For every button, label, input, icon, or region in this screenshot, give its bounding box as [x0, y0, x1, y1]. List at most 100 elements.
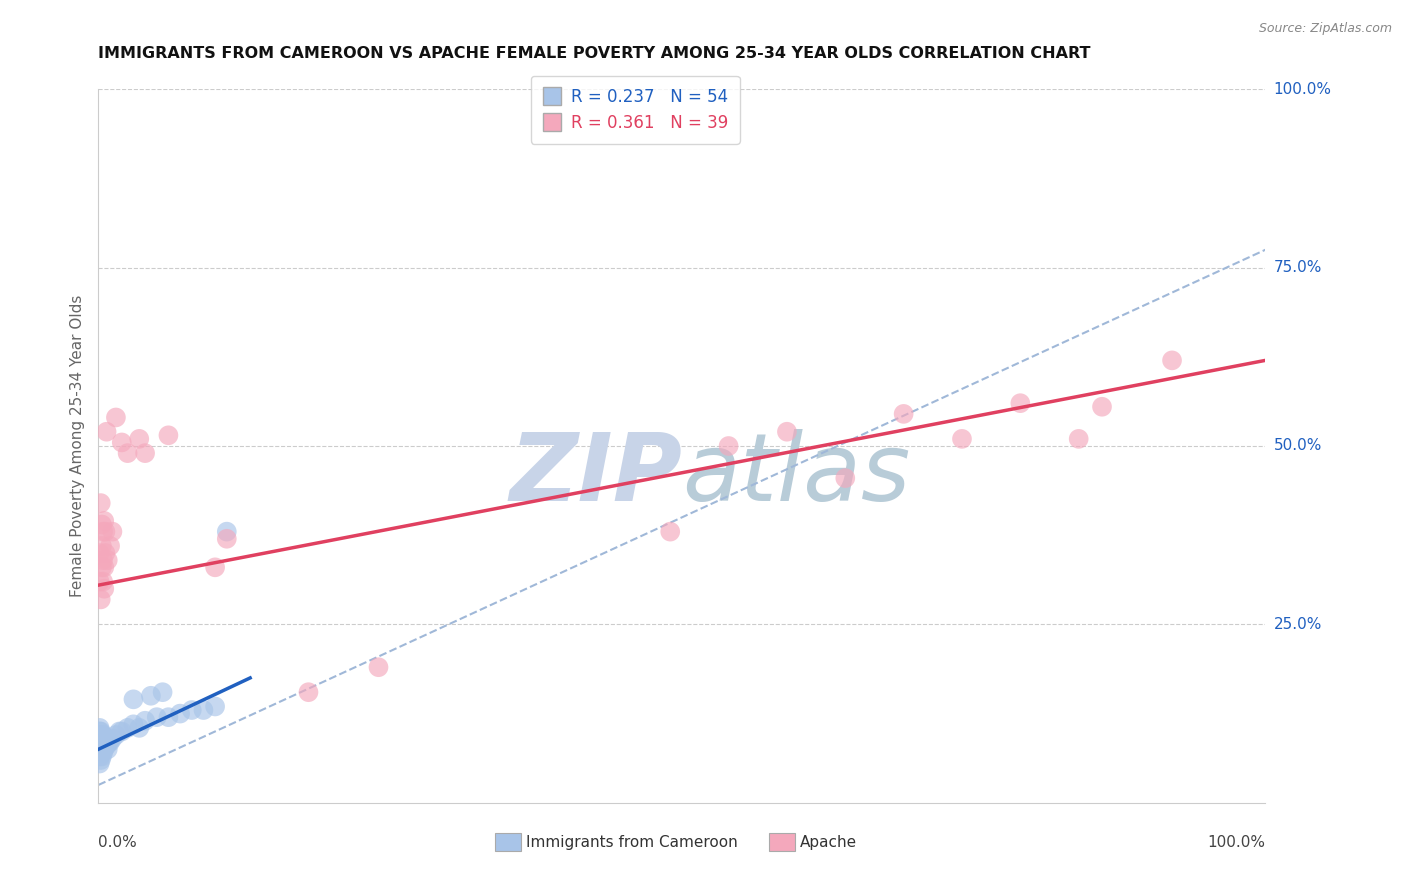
Point — [96, 425, 118, 439]
Point — [90, 742, 112, 756]
Point — [776, 425, 799, 439]
Point — [1091, 400, 1114, 414]
Point — [111, 724, 134, 739]
Legend: R = 0.237   N = 54, R = 0.361   N = 39: R = 0.237 N = 54, R = 0.361 N = 39 — [531, 76, 740, 144]
Point — [89, 728, 111, 742]
Point — [111, 435, 134, 450]
Point — [93, 582, 115, 596]
Point — [146, 710, 169, 724]
Point — [297, 685, 319, 699]
Point — [96, 739, 118, 753]
Text: 0.0%: 0.0% — [98, 835, 138, 850]
Point — [93, 731, 115, 746]
Text: IMMIGRANTS FROM CAMEROON VS APACHE FEMALE POVERTY AMONG 25-34 YEAR OLDS CORRELAT: IMMIGRANTS FROM CAMEROON VS APACHE FEMAL… — [98, 45, 1091, 61]
Point — [157, 428, 180, 442]
Text: Apache: Apache — [800, 835, 856, 849]
Point — [90, 592, 112, 607]
Point — [90, 560, 112, 574]
Point — [94, 524, 117, 539]
Point — [1067, 432, 1090, 446]
Y-axis label: Female Poverty Among 25-34 Year Olds: Female Poverty Among 25-34 Year Olds — [69, 295, 84, 597]
Point — [215, 532, 238, 546]
Text: 100.0%: 100.0% — [1274, 82, 1331, 96]
Point — [89, 746, 111, 760]
Point — [367, 660, 389, 674]
Point — [180, 703, 202, 717]
Point — [91, 735, 114, 749]
Point — [89, 721, 111, 735]
Point — [89, 749, 111, 764]
Point — [93, 560, 115, 574]
Point — [98, 539, 121, 553]
Point — [91, 553, 114, 567]
FancyBboxPatch shape — [769, 833, 796, 851]
Point — [717, 439, 740, 453]
Point — [93, 742, 115, 756]
Point — [834, 471, 856, 485]
Point — [169, 706, 191, 721]
Point — [90, 728, 112, 742]
Point — [97, 553, 120, 567]
Point — [134, 446, 156, 460]
Point — [89, 574, 111, 589]
Point — [204, 699, 226, 714]
Text: 25.0%: 25.0% — [1274, 617, 1322, 632]
Text: 50.0%: 50.0% — [1274, 439, 1322, 453]
Text: 75.0%: 75.0% — [1274, 260, 1322, 275]
Point — [193, 703, 215, 717]
Point — [204, 560, 226, 574]
Point — [97, 742, 120, 756]
Point — [94, 739, 117, 753]
Point — [91, 574, 114, 589]
Point — [1010, 396, 1032, 410]
Point — [90, 539, 112, 553]
Point — [104, 410, 127, 425]
Text: 100.0%: 100.0% — [1208, 835, 1265, 850]
Point — [89, 742, 111, 756]
Point — [134, 714, 156, 728]
Text: atlas: atlas — [682, 429, 910, 520]
Text: Immigrants from Cameroon: Immigrants from Cameroon — [526, 835, 737, 849]
Point — [122, 717, 145, 731]
Point — [89, 724, 111, 739]
Point — [89, 731, 111, 746]
Point — [91, 524, 114, 539]
Point — [90, 735, 112, 749]
FancyBboxPatch shape — [495, 833, 520, 851]
Point — [1161, 353, 1184, 368]
Point — [94, 546, 117, 560]
Point — [128, 432, 150, 446]
Point — [101, 731, 124, 746]
Point — [89, 735, 111, 749]
Text: ZIP: ZIP — [509, 428, 682, 521]
Point — [90, 728, 112, 742]
Point — [139, 689, 162, 703]
Point — [90, 724, 112, 739]
Point — [104, 728, 127, 742]
Point — [157, 710, 180, 724]
Point — [90, 739, 112, 753]
Point — [89, 546, 111, 560]
Point — [98, 735, 121, 749]
Point — [90, 746, 112, 760]
Point — [950, 432, 973, 446]
Point — [91, 739, 114, 753]
Point — [97, 735, 120, 749]
Point — [659, 524, 682, 539]
Point — [122, 692, 145, 706]
Point — [108, 724, 131, 739]
Point — [90, 496, 112, 510]
Point — [215, 524, 238, 539]
Point — [91, 746, 114, 760]
Point — [90, 742, 112, 756]
Point — [893, 407, 915, 421]
Point — [90, 731, 112, 746]
Point — [117, 721, 139, 735]
Point — [152, 685, 174, 699]
Point — [90, 731, 112, 746]
Point — [93, 514, 115, 528]
Point — [90, 739, 112, 753]
Point — [91, 728, 114, 742]
Point — [117, 446, 139, 460]
Point — [89, 739, 111, 753]
